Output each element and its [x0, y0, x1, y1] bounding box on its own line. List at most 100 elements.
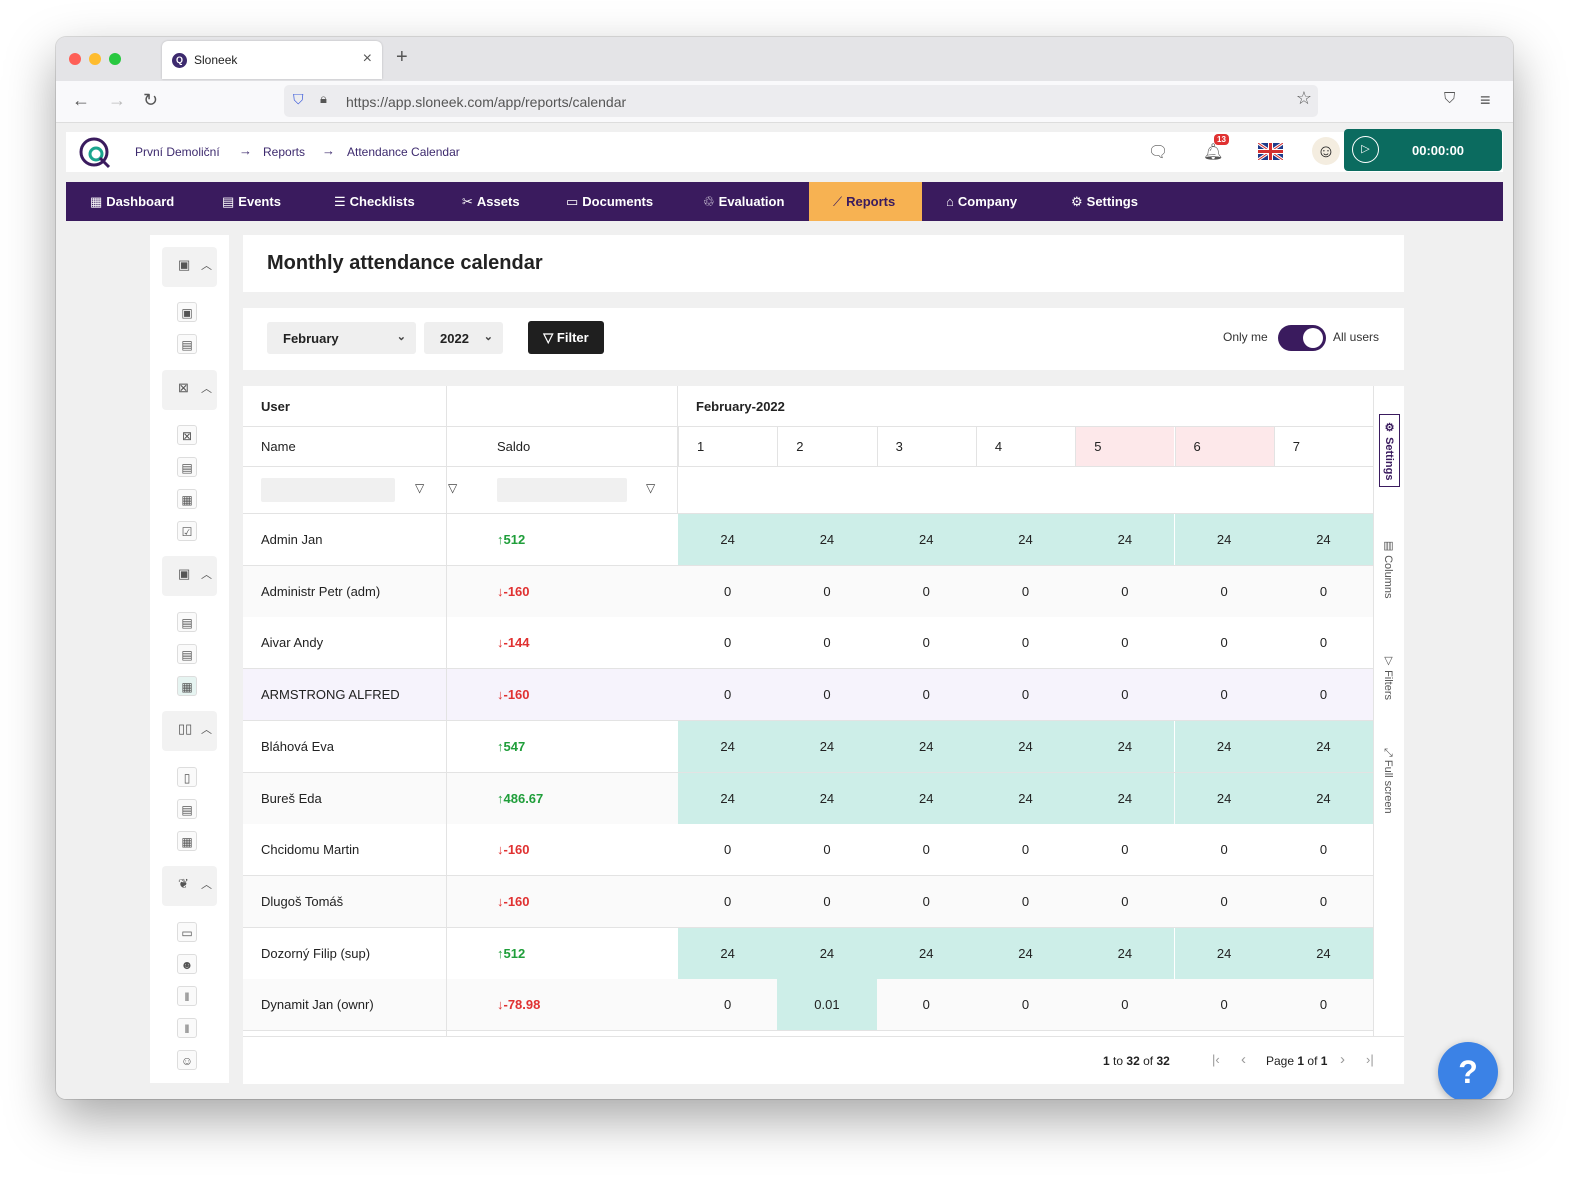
browser-tab[interactable]: Q Sloneek ×	[162, 41, 382, 79]
sidebar-item-meal[interactable]: ‖	[177, 986, 197, 1006]
funnel-icon[interactable]: ▽	[415, 481, 425, 495]
day-cell[interactable]: 0	[922, 687, 930, 703]
col-header-day[interactable]: 2	[777, 427, 876, 466]
uk-flag-icon[interactable]	[1258, 143, 1283, 160]
name-filter-input[interactable]	[261, 478, 395, 502]
col-header-day[interactable]: 7	[1273, 427, 1373, 466]
sidebar-item-cash[interactable]: ▭	[177, 922, 197, 942]
side-tab-filters[interactable]: ▽ Filters	[1382, 654, 1394, 701]
day-cell[interactable]: 0	[1021, 583, 1030, 599]
menu-item-dashboard[interactable]: ▦ Dashboard	[90, 182, 174, 221]
day-cell[interactable]: 24	[1075, 772, 1175, 824]
day-cell[interactable]: 0	[1319, 893, 1328, 909]
close-window-button[interactable]	[69, 53, 81, 65]
first-page-icon[interactable]: |‹	[1212, 1052, 1220, 1067]
day-cell[interactable]: 24	[777, 927, 877, 979]
back-icon[interactable]: ←	[72, 90, 90, 110]
day-cell[interactable]: 24	[1174, 720, 1274, 772]
day-cell[interactable]: 0	[1021, 997, 1030, 1013]
side-tab-columns[interactable]: ▥ Columns	[1382, 539, 1394, 599]
sidebar-item-calendar-x[interactable]: ⊠	[177, 425, 197, 445]
funnel-icon[interactable]: ▽	[646, 481, 656, 495]
day-cell[interactable]: 0	[1319, 687, 1328, 703]
chat-icon[interactable]: 🗨︎	[1148, 144, 1169, 161]
zoom-window-button[interactable]	[109, 53, 121, 65]
play-icon[interactable]: ▷	[1352, 136, 1379, 163]
day-cell[interactable]: 24	[1273, 720, 1374, 772]
table-row[interactable]: ARMSTRONG ALFRED ↓-160 0 0 0 0 0 0 0	[243, 669, 1373, 722]
day-cell[interactable]: 0	[823, 687, 831, 703]
menu-item-settings[interactable]: ⚙ Settings	[1071, 182, 1138, 221]
forward-icon[interactable]: →	[108, 90, 126, 110]
day-cell[interactable]: 0	[823, 893, 831, 909]
funnel-icon[interactable]: ▽	[448, 481, 458, 495]
day-cell[interactable]: 0	[1319, 583, 1328, 599]
day-cell[interactable]: 0	[1021, 842, 1030, 858]
breadcrumb-reports[interactable]: Reports	[263, 145, 306, 159]
month-select[interactable]: February ⌄	[267, 322, 416, 354]
day-cell[interactable]: 24	[1174, 514, 1274, 565]
table-row[interactable]: Administr Petr (adm) ↓-160 0 0 0 0 0 0 0	[243, 565, 1373, 618]
day-cell[interactable]: 24	[876, 514, 976, 565]
table-row[interactable]: Dlugoš Tomáš ↓-160 0 0 0 0 0 0 0	[243, 875, 1373, 928]
sidebar-item-calendar-range[interactable]: ▤	[177, 644, 197, 664]
day-cell[interactable]: 24	[1273, 927, 1374, 979]
sidebar-item-calendar-grid[interactable]: ▦	[177, 489, 197, 509]
day-cell[interactable]: 0	[1319, 635, 1328, 651]
pocket-icon[interactable]: ⛉	[1444, 90, 1456, 107]
menu-item-assets[interactable]: ✂ Assets	[462, 182, 520, 221]
col-header-day[interactable]: 1	[678, 427, 777, 466]
day-cell[interactable]: 0	[1121, 842, 1129, 858]
day-cell[interactable]: 0	[724, 635, 732, 651]
col-header-name[interactable]: Name	[261, 439, 296, 454]
day-cell[interactable]: 0.01	[777, 979, 877, 1031]
menu-item-evaluation[interactable]: ♲ Evaluation	[703, 182, 784, 221]
address-bar[interactable]: ⛉ 🔒︎ https://app.sloneek.com/app/reports…	[284, 85, 1318, 117]
reload-icon[interactable]: ↻	[143, 90, 159, 110]
sidebar-item-book[interactable]: ▯	[177, 767, 197, 787]
sidebar-item-calendar-list[interactable]: ▤	[177, 457, 197, 477]
menu-item-reports[interactable]: ⟋ Reports	[809, 182, 922, 221]
sidebar-group-attendance[interactable]: ▣ ︿	[162, 247, 217, 287]
day-cell[interactable]: 0	[922, 842, 930, 858]
filter-button[interactable]: ▽ Filter	[528, 321, 604, 354]
sidebar-item-calendar-grid-2[interactable]: ▦	[177, 831, 197, 851]
day-cell[interactable]: 24	[678, 927, 778, 979]
table-row[interactable]: Bláhová Eva ↑547 24 24 24 24 24 24 24	[243, 720, 1374, 773]
day-cell[interactable]: 24	[777, 514, 877, 565]
sidebar-item-head[interactable]: ☻	[177, 954, 197, 974]
day-cell[interactable]: 0	[823, 635, 831, 651]
day-cell[interactable]: 0	[922, 583, 930, 599]
sidebar-item-calendar-check[interactable]: ☑	[177, 521, 197, 541]
day-cell[interactable]: 0	[1021, 687, 1030, 703]
tab-close-icon[interactable]: ×	[362, 50, 372, 67]
table-row[interactable]: Bureš Eda ↑486.67 24 24 24 24 24 24 24	[243, 772, 1374, 825]
day-cell[interactable]: 0	[922, 997, 930, 1013]
day-cell[interactable]: 0	[1121, 635, 1129, 651]
day-cell[interactable]: 24	[678, 514, 778, 565]
day-cell[interactable]: 24	[975, 927, 1076, 979]
day-cell[interactable]: 0	[1220, 893, 1228, 909]
sidebar-item-meal-2[interactable]: ‖	[177, 1018, 197, 1038]
day-cell[interactable]: 24	[678, 772, 778, 824]
day-cell[interactable]: 24	[1273, 772, 1374, 824]
day-cell[interactable]: 0	[1220, 842, 1228, 858]
col-header-day[interactable]: 3	[876, 427, 976, 466]
day-cell[interactable]: 0	[1319, 997, 1328, 1013]
sidebar-item-calendar-doc[interactable]: ▤	[177, 799, 197, 819]
day-cell[interactable]: 0	[1220, 635, 1228, 651]
day-cell[interactable]: 0	[1121, 583, 1129, 599]
sloneek-logo-icon[interactable]	[78, 136, 112, 170]
sidebar-item-attendance-calendar[interactable]: ▦	[177, 676, 197, 696]
day-cell[interactable]: 24	[1075, 927, 1175, 979]
day-cell[interactable]: 0	[1220, 583, 1228, 599]
table-row[interactable]: Admin Jan ↑512 24 24 24 24 24 24 24	[243, 514, 1374, 566]
col-header-day[interactable]: 5	[1075, 427, 1175, 466]
day-cell[interactable]: 0	[1121, 687, 1129, 703]
saldo-filter-input[interactable]	[497, 478, 627, 502]
day-cell[interactable]: 0	[922, 893, 930, 909]
day-cell[interactable]: 0	[823, 842, 831, 858]
day-cell[interactable]: 0	[1021, 893, 1030, 909]
day-cell[interactable]: 24	[975, 772, 1076, 824]
day-cell[interactable]: 0	[1121, 997, 1129, 1013]
